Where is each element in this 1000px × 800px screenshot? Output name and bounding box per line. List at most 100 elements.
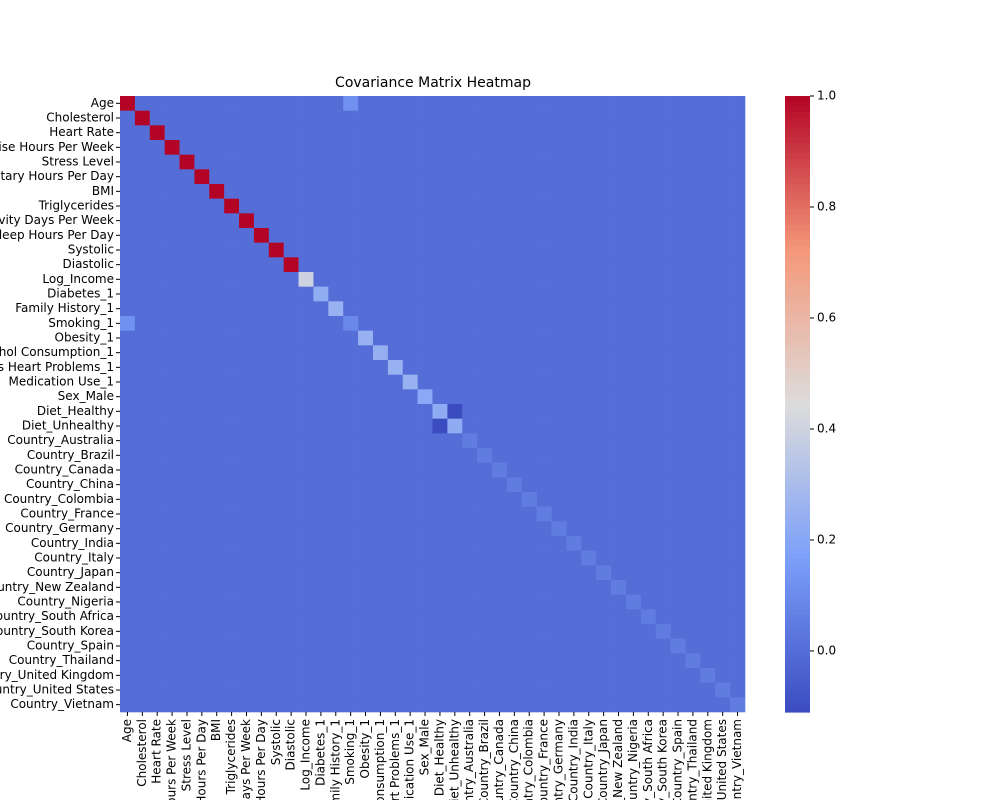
heatmap-cell: [209, 316, 225, 331]
heatmap-cell: [328, 184, 344, 199]
heatmap-cell: [492, 184, 508, 199]
heatmap-cell: [536, 213, 552, 229]
heatmap-cell: [209, 433, 225, 449]
heatmap-cell: [224, 448, 240, 463]
heatmap-cell: [477, 624, 493, 639]
heatmap-cell: [179, 624, 195, 639]
heatmap-cell: [209, 580, 225, 595]
heatmap-cell: [611, 374, 627, 390]
heatmap-cell: [387, 433, 404, 449]
colorbar-segment: [785, 450, 810, 456]
heatmap-cell: [253, 360, 270, 375]
y-tick-label: Medication Use_1: [9, 375, 115, 389]
colorbar-segment: [785, 470, 810, 477]
heatmap-cell: [611, 213, 627, 229]
heatmap-cell: [685, 448, 701, 463]
heatmap-cell: [730, 316, 746, 331]
heatmap-cell: [625, 580, 642, 595]
heatmap-cell: [432, 228, 448, 243]
heatmap-cell: [120, 624, 136, 639]
heatmap-cell: [581, 110, 597, 126]
heatmap-cell: [268, 638, 284, 654]
heatmap-cell: [149, 550, 165, 566]
heatmap-cell: [566, 110, 582, 126]
heatmap-cell: [521, 374, 537, 390]
heatmap-cell: [253, 550, 270, 566]
heatmap-cell: [298, 316, 314, 331]
colorbar-segment: [785, 121, 810, 128]
heatmap-cell: [134, 565, 151, 581]
heatmap-cell: [402, 448, 418, 463]
heatmap-cell: [343, 550, 359, 566]
heatmap-cell: [358, 213, 374, 229]
heatmap-cell: [149, 462, 165, 478]
heatmap-cell: [715, 301, 731, 317]
heatmap-cell: [581, 184, 597, 199]
heatmap-cell: [417, 125, 433, 141]
heatmap-cell: [209, 301, 225, 317]
heatmap-cell: [685, 110, 701, 126]
heatmap-cell: [640, 110, 657, 126]
heatmap-cell: [640, 580, 657, 595]
heatmap-cell: [120, 301, 136, 317]
heatmap-cell: [149, 330, 165, 346]
heatmap-cell: [477, 506, 493, 522]
heatmap-cell: [343, 213, 359, 229]
colorbar-segment: [785, 486, 810, 492]
heatmap-cell: [730, 580, 746, 595]
heatmap-cell: [596, 125, 612, 141]
heatmap-cell: [596, 536, 612, 551]
heatmap-cell: [313, 668, 329, 683]
heatmap-cell: [313, 609, 329, 625]
heatmap-cell: [120, 477, 136, 493]
heatmap-cell: [640, 477, 657, 493]
heatmap-cell: [209, 550, 225, 566]
colorbar-segment: [785, 193, 810, 200]
heatmap-cell: [224, 110, 240, 126]
heatmap-cell: [179, 198, 195, 214]
heatmap-cell: [685, 682, 701, 698]
heatmap-cell: [343, 360, 359, 375]
heatmap-cell: [328, 272, 344, 287]
colorbar-segment: [785, 142, 810, 148]
heatmap-cell: [298, 506, 314, 522]
colorbar-segment: [785, 198, 810, 205]
heatmap-cell: [372, 301, 389, 317]
heatmap-cell: [298, 301, 314, 317]
heatmap-cell: [179, 125, 195, 141]
heatmap-cell: [239, 110, 255, 126]
heatmap-cell: [387, 169, 404, 185]
heatmap-cell: [611, 697, 627, 713]
heatmap-cell: [268, 110, 284, 126]
heatmap-cell: [164, 257, 180, 273]
heatmap-cell: [387, 565, 404, 581]
heatmap-cell: [685, 198, 701, 214]
heatmap-cell: [283, 125, 299, 141]
heatmap-cell: [268, 462, 284, 478]
heatmap-cell: [581, 404, 597, 419]
heatmap-cell: [283, 154, 299, 170]
heatmap-cell: [224, 624, 240, 639]
heatmap-cell: [581, 448, 597, 463]
heatmap-cell: [596, 609, 612, 625]
colorbar-segment: [785, 532, 810, 539]
heatmap-cell: [283, 242, 299, 258]
heatmap-cell: [492, 242, 508, 258]
heatmap-cell: [715, 492, 731, 507]
heatmap-cell: [640, 213, 657, 229]
heatmap-cell: [164, 668, 180, 683]
heatmap-cell: [432, 668, 448, 683]
heatmap-cell: [298, 492, 314, 507]
heatmap-cell: [328, 668, 344, 683]
heatmap-cell: [715, 682, 731, 698]
heatmap-cell: [134, 286, 151, 302]
heatmap-cell: [268, 682, 284, 698]
heatmap-cell: [596, 286, 612, 302]
heatmap-cell: [536, 404, 552, 419]
heatmap-cell: [640, 198, 657, 214]
heatmap-cell: [358, 609, 374, 625]
heatmap-cell: [164, 580, 180, 595]
heatmap-cell: [328, 697, 344, 713]
heatmap-cell: [447, 624, 463, 639]
colorbar-segment: [785, 481, 810, 487]
